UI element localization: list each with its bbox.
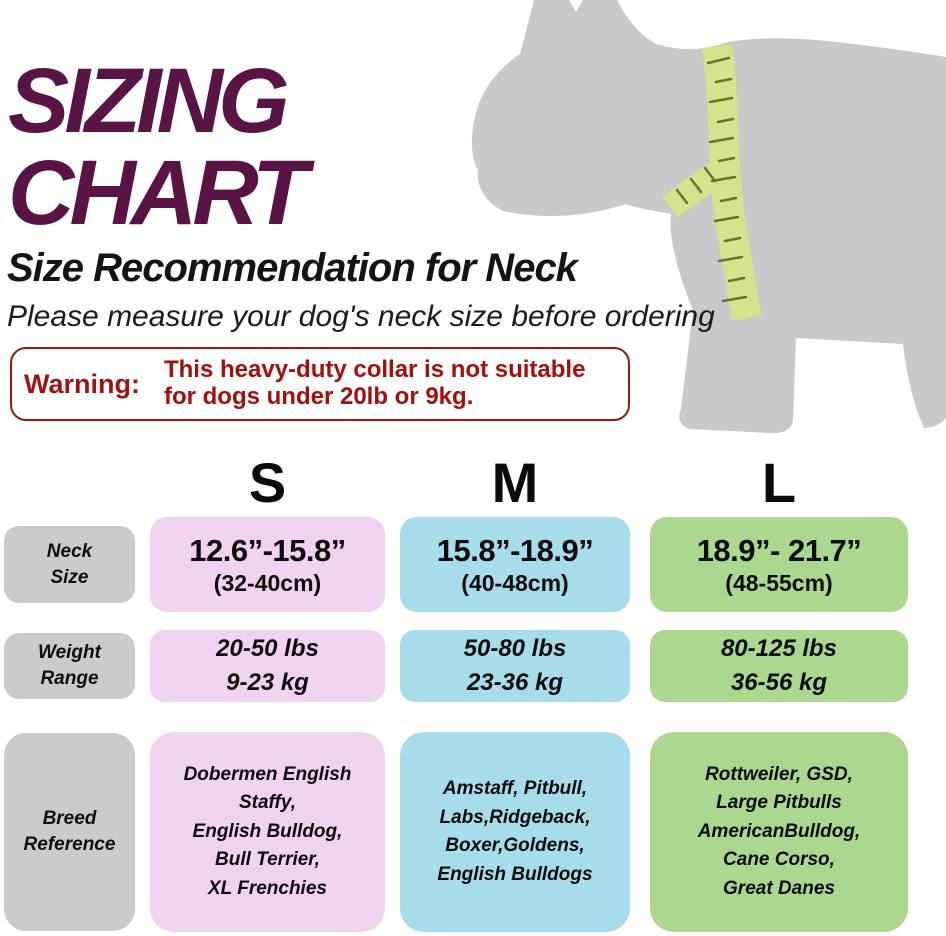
neck-size-l-cm: (48-55cm) xyxy=(725,569,833,596)
weight-range-cell-l: 80-125 lbs 36-56 kg xyxy=(650,630,908,702)
warning-box: Warning: This heavy-duty collar is not s… xyxy=(10,347,630,421)
breed-reference-l-value: Rottweiler, GSD, Large Pitbulls American… xyxy=(697,763,861,899)
neck-size-cell-s: 12.6”-15.8” (32-40cm) xyxy=(150,517,385,612)
column-header-m: M xyxy=(491,451,539,514)
breed-reference-cell-l: Rottweiler, GSD, Large Pitbulls American… xyxy=(650,732,908,932)
warning-label: Warning: xyxy=(24,368,140,399)
neck-size-cell-l: 18.9”- 21.7” (48-55cm) xyxy=(650,517,908,612)
measure-note: Please measure your dog's neck size befo… xyxy=(7,300,715,333)
column-header-s: S xyxy=(248,451,287,514)
row-label-neck-size: Neck Size xyxy=(4,526,135,603)
weight-range-cell-m: 50-80 lbs 23-36 kg xyxy=(400,630,630,702)
dog-silhouette-image xyxy=(471,0,946,434)
column-header-l: L xyxy=(761,451,797,514)
neck-size-s-inches: 12.6”-15.8” xyxy=(189,532,346,568)
breed-reference-m-value: Amstaff, Pitbull, Labs,Ridgeback, Boxer,… xyxy=(437,778,593,885)
weight-range-m-value: 50-80 lbs 23-36 kg xyxy=(463,635,567,696)
page-subtitle: Size Recommendation for Neck xyxy=(7,246,578,290)
neck-size-l-inches: 18.9”- 21.7” xyxy=(696,532,862,568)
neck-size-s-cm: (32-40cm) xyxy=(213,569,322,596)
breed-reference-cell-s: Dobermen English Staffy, English Bulldog… xyxy=(150,732,385,932)
tape-tick-marks xyxy=(675,56,748,303)
weight-range-s-value: 20-50 lbs 9-23 kg xyxy=(216,635,319,696)
breed-reference-s-value: Dobermen English Staffy, English Bulldog… xyxy=(183,763,352,899)
dog-body-shape xyxy=(471,0,946,434)
warning-text: This heavy-duty collar is not suitable f… xyxy=(163,356,586,410)
neck-size-m-cm: (40-48cm) xyxy=(461,569,569,596)
breed-reference-cell-m: Amstaff, Pitbull, Labs,Ridgeback, Boxer,… xyxy=(400,732,630,932)
row-label-weight-range: Weight Range xyxy=(4,633,135,699)
neck-size-cell-m: 15.8”-18.9” (40-48cm) xyxy=(400,517,630,612)
row-label-breed-reference: Breed Reference xyxy=(4,733,135,931)
page-title: SIZING CHART xyxy=(8,50,308,244)
weight-range-l-value: 80-125 lbs 36-56 kg xyxy=(720,635,838,696)
neck-size-m-inches: 15.8”-18.9” xyxy=(436,532,594,568)
weight-range-cell-s: 20-50 lbs 9-23 kg xyxy=(150,630,385,702)
measuring-tape-graphic xyxy=(662,43,762,321)
